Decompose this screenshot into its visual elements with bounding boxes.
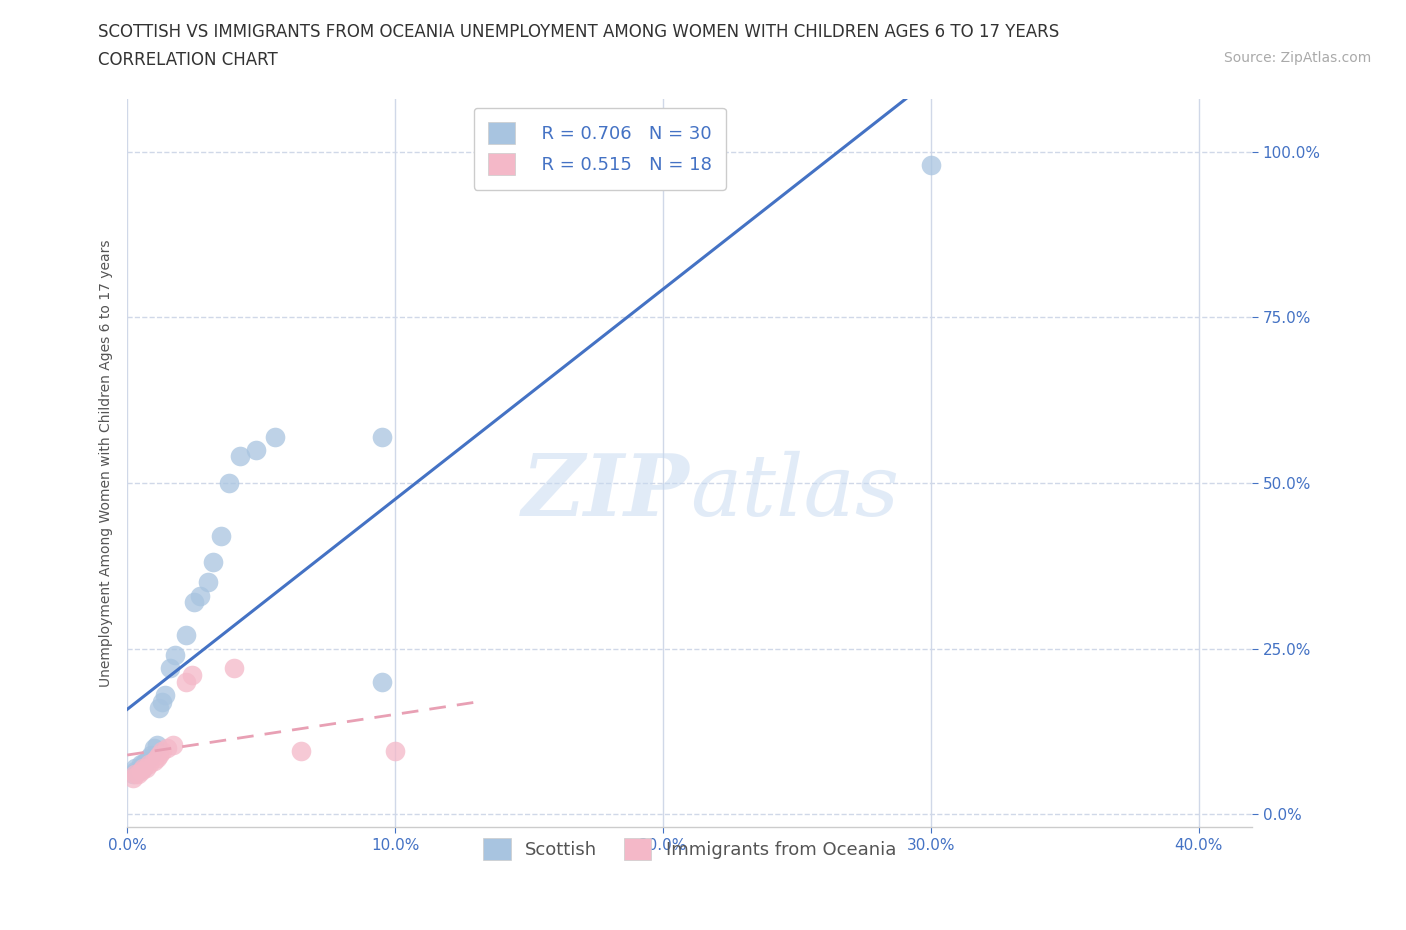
Text: SCOTTISH VS IMMIGRANTS FROM OCEANIA UNEMPLOYMENT AMONG WOMEN WITH CHILDREN AGES : SCOTTISH VS IMMIGRANTS FROM OCEANIA UNEM… [98, 23, 1060, 41]
Point [229, 449, 252, 464]
Point [153, 687, 176, 702]
Point [145, 737, 167, 752]
Point [224, 661, 246, 676]
Point [135, 761, 157, 776]
Point [165, 647, 187, 662]
Point [132, 761, 155, 776]
Text: ZIP: ZIP [522, 450, 690, 534]
Point [129, 764, 152, 778]
Point [135, 753, 157, 768]
Point [124, 761, 146, 776]
Point [138, 757, 160, 772]
Point [138, 751, 160, 765]
Point [188, 588, 211, 603]
Point [124, 767, 146, 782]
Point [370, 674, 392, 689]
Point [121, 770, 143, 785]
Point [159, 661, 181, 676]
Point [174, 628, 197, 643]
Text: CORRELATION CHART: CORRELATION CHART [98, 51, 278, 69]
Point [143, 740, 166, 755]
Point [245, 443, 267, 458]
Point [384, 744, 406, 759]
Point [129, 757, 152, 772]
Point [162, 737, 184, 752]
Point [920, 157, 942, 172]
Point [124, 764, 146, 778]
Point [141, 747, 163, 762]
Point [127, 764, 149, 778]
Point [156, 740, 179, 755]
Point [132, 761, 155, 776]
Text: Source: ZipAtlas.com: Source: ZipAtlas.com [1223, 51, 1371, 65]
Point [127, 767, 149, 782]
Point [218, 475, 240, 490]
Point [150, 694, 173, 709]
Point [197, 575, 219, 590]
Point [370, 429, 392, 444]
Point [150, 744, 173, 759]
Point [143, 753, 166, 768]
Point [263, 429, 285, 444]
Point [121, 767, 143, 782]
Point [145, 751, 167, 765]
Point [148, 747, 170, 762]
Point [290, 744, 312, 759]
Legend: Scottish, Immigrants from Oceania: Scottish, Immigrants from Oceania [474, 830, 905, 870]
Y-axis label: Unemployment Among Women with Children Ages 6 to 17 years: Unemployment Among Women with Children A… [100, 239, 114, 686]
Text: atlas: atlas [690, 451, 898, 534]
Point [180, 668, 202, 683]
Point [201, 555, 224, 570]
Point [132, 757, 155, 772]
Point [148, 700, 170, 715]
Point [183, 594, 205, 609]
Point [174, 674, 197, 689]
Point [209, 528, 232, 543]
